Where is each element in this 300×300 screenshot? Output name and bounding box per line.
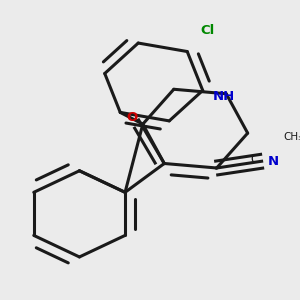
- Text: C: C: [250, 153, 259, 166]
- Text: N: N: [267, 155, 278, 168]
- Text: NH: NH: [212, 90, 235, 103]
- Text: CH₃: CH₃: [284, 132, 300, 142]
- Text: Cl: Cl: [201, 23, 215, 37]
- Text: O: O: [126, 111, 137, 124]
